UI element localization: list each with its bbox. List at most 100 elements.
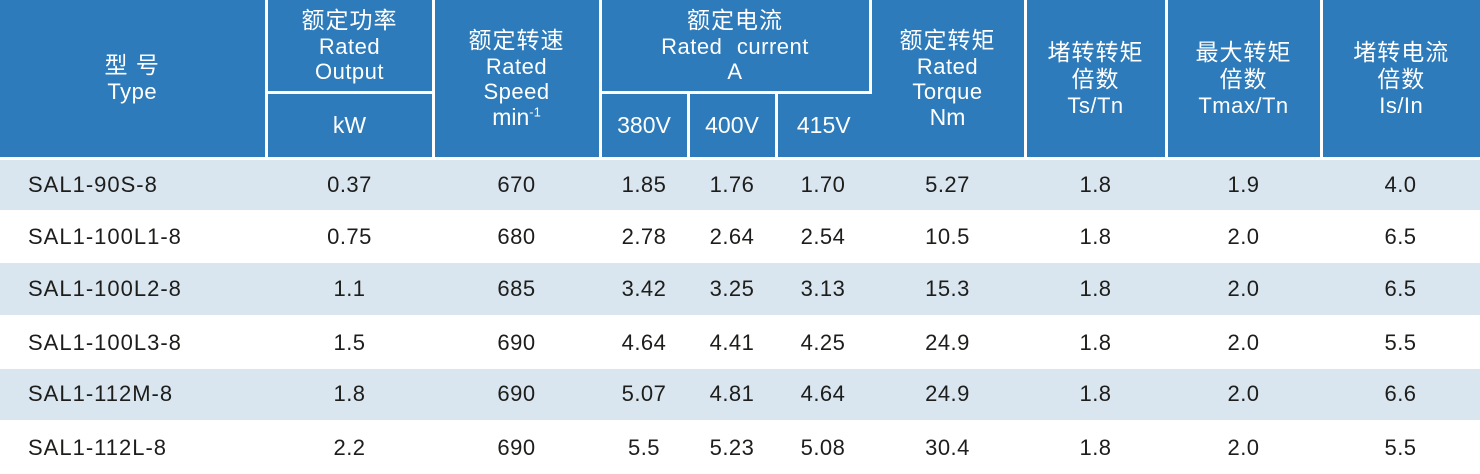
header-locked-rotor-torque: 堵转转矩 倍数 Ts/Tn: [1025, 0, 1168, 158]
cell-torque: 30.4: [870, 421, 1025, 474]
header-type: 型 号 Type: [0, 0, 268, 158]
cell-speed: 690: [433, 315, 600, 369]
header-rated-current-unit: A: [727, 58, 743, 84]
cell-type: SAL1-100L3-8: [0, 315, 266, 369]
cell-ts-tn: 1.8: [1025, 210, 1166, 264]
cell-type: SAL1-112L-8: [0, 421, 266, 474]
cell-current-380v: 4.64: [600, 315, 688, 369]
cell-torque: 24.9: [870, 315, 1025, 369]
cell-current-380v: 2.78: [600, 210, 688, 264]
header-voltage-400v-label: 400V: [705, 112, 759, 138]
header-rated-output-zh: 额定功率: [301, 6, 398, 33]
cell-torque: 10.5: [870, 210, 1025, 264]
cell-ts-tn: 1.8: [1025, 421, 1166, 474]
cell-torque: 5.27: [870, 156, 1025, 212]
cell-is-in: 6.6: [1321, 368, 1480, 423]
cell-torque: 15.3: [870, 263, 1025, 317]
table-row: SAL1-100L2-8 1.1 685 3.42 3.25 3.13 15.3…: [0, 263, 1480, 317]
header-rated-torque-en2: Torque: [912, 78, 983, 104]
cell-tmax-tn: 2.0: [1166, 315, 1321, 369]
cell-ts-tn: 1.8: [1025, 156, 1166, 212]
cell-ts-tn: 1.8: [1025, 315, 1166, 369]
cell-current-415v: 1.70: [776, 156, 870, 212]
header-voltage-380v: 380V: [600, 90, 690, 158]
cell-current-415v: 2.54: [776, 210, 870, 264]
cell-tmax-tn: 1.9: [1166, 156, 1321, 212]
header-rated-speed-unit: min-1: [492, 103, 541, 130]
header-type-zh: 型 号: [104, 52, 160, 79]
cell-is-in: 6.5: [1321, 263, 1480, 317]
header-type-en: Type: [107, 79, 158, 105]
cell-type: SAL1-112M-8: [0, 368, 266, 423]
cell-current-415v: 3.13: [776, 263, 870, 317]
cell-kw: 1.1: [266, 263, 433, 317]
header-rated-torque: 额定转矩 Rated Torque Nm: [870, 0, 1027, 158]
cell-current-415v: 4.25: [776, 315, 870, 369]
cell-type: SAL1-90S-8: [0, 156, 266, 212]
header-locked-rotor-torque-zh1: 堵转转矩: [1047, 38, 1144, 65]
cell-speed: 690: [433, 368, 600, 423]
cell-current-400v: 3.25: [688, 263, 776, 317]
table-body: SAL1-90S-8 0.37 670 1.85 1.76 1.70 5.27 …: [0, 156, 1480, 474]
header-rated-speed-en2: Speed: [483, 78, 550, 104]
cell-current-380v: 5.07: [600, 368, 688, 423]
cell-current-380v: 5.5: [600, 421, 688, 474]
cell-current-400v: 1.76: [688, 156, 776, 212]
cell-is-in: 5.5: [1321, 315, 1480, 369]
speed-unit-exponent: -1: [529, 104, 541, 120]
cell-speed: 670: [433, 156, 600, 212]
table-row: SAL1-112M-8 1.8 690 5.07 4.81 4.64 24.9 …: [0, 368, 1480, 423]
cell-tmax-tn: 2.0: [1166, 263, 1321, 317]
cell-ts-tn: 1.8: [1025, 263, 1166, 317]
cell-type: SAL1-100L1-8: [0, 210, 266, 264]
header-locked-rotor-current-zh1: 堵转电流: [1353, 38, 1450, 65]
cell-speed: 685: [433, 263, 600, 317]
header-rated-output: 额定功率 Rated Output: [266, 0, 435, 92]
header-rated-current-en: Rated current: [661, 33, 809, 59]
header-voltage-380v-label: 380V: [617, 112, 671, 138]
cell-is-in: 5.5: [1321, 421, 1480, 474]
cell-current-400v: 4.81: [688, 368, 776, 423]
header-rated-speed-en1: Rated: [485, 53, 548, 79]
table-row: SAL1-100L1-8 0.75 680 2.78 2.64 2.54 10.…: [0, 210, 1480, 264]
cell-ts-tn: 1.8: [1025, 368, 1166, 423]
cell-current-380v: 1.85: [600, 156, 688, 212]
header-rated-torque-unit: Nm: [929, 103, 966, 130]
header-rated-output-en1: Rated: [318, 33, 381, 59]
cell-tmax-tn: 2.0: [1166, 421, 1321, 474]
header-rated-current-zh: 额定电流: [687, 6, 783, 33]
header-max-torque: 最大转矩 倍数 Tmax/Tn: [1166, 0, 1323, 158]
cell-kw: 1.5: [266, 315, 433, 369]
cell-kw: 0.37: [266, 156, 433, 212]
cell-current-400v: 4.41: [688, 315, 776, 369]
header-locked-rotor-current-zh2: 倍数: [1377, 65, 1426, 92]
table-row: SAL1-90S-8 0.37 670 1.85 1.76 1.70 5.27 …: [0, 156, 1480, 212]
cell-torque: 24.9: [870, 368, 1025, 423]
cell-current-380v: 3.42: [600, 263, 688, 317]
cell-current-415v: 4.64: [776, 368, 870, 423]
header-locked-rotor-torque-ratio: Ts/Tn: [1067, 92, 1124, 118]
cell-type: SAL1-100L2-8: [0, 263, 266, 317]
cell-current-415v: 5.08: [776, 421, 870, 474]
cell-current-400v: 2.64: [688, 210, 776, 264]
cell-kw: 1.8: [266, 368, 433, 423]
header-voltage-415v-label: 415V: [796, 112, 851, 138]
cell-speed: 680: [433, 210, 600, 264]
table-header: 型 号 Type 额定功率 Rated Output 额定转速 Rated Sp…: [0, 0, 1480, 158]
cell-tmax-tn: 2.0: [1166, 210, 1321, 264]
header-locked-rotor-current-ratio: Is/In: [1379, 92, 1424, 118]
header-locked-rotor-current: 堵转电流 倍数 Is/In: [1321, 0, 1480, 158]
header-max-torque-ratio: Tmax/Tn: [1198, 92, 1289, 118]
header-rated-speed-zh: 额定转速: [468, 26, 565, 53]
header-voltage-400v: 400V: [688, 90, 778, 158]
cell-speed: 690: [433, 421, 600, 474]
header-max-torque-zh2: 倍数: [1219, 65, 1268, 92]
header-kw-unit: kW: [266, 90, 435, 158]
header-locked-rotor-torque-zh2: 倍数: [1071, 65, 1120, 92]
header-rated-torque-en1: Rated: [916, 53, 979, 79]
header-rated-torque-zh: 额定转矩: [899, 26, 996, 53]
header-rated-output-en2: Output: [314, 58, 385, 84]
cell-tmax-tn: 2.0: [1166, 368, 1321, 423]
cell-is-in: 4.0: [1321, 156, 1480, 212]
table-row: SAL1-100L3-8 1.5 690 4.64 4.41 4.25 24.9…: [0, 315, 1480, 369]
